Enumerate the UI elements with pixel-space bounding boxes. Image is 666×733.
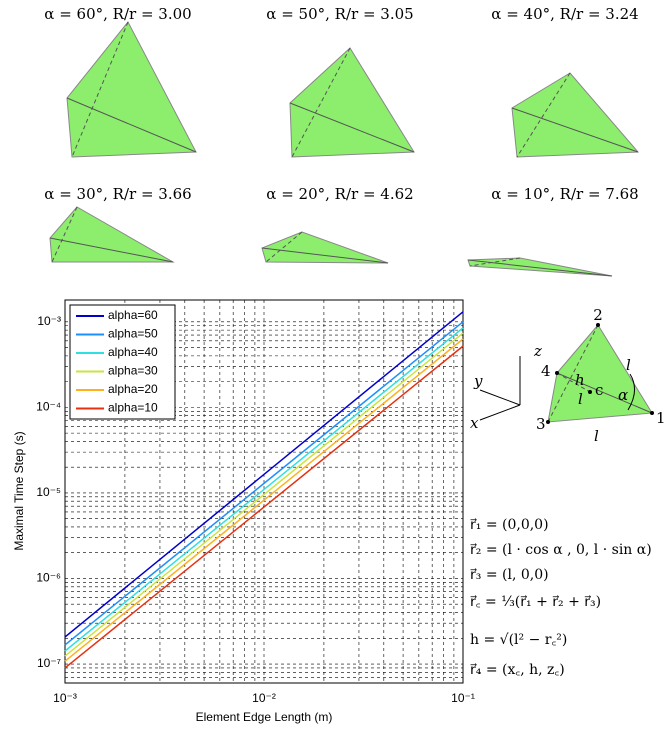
tet-caption: α = 50°, R/r = 3.05 [266,5,413,23]
equation: h = √(l² − r꜀²) [470,632,567,648]
x-tick-label: 10⁻² [252,691,276,705]
equation: r⃗₂ = (l · cos α , 0, l · sin α) [470,542,652,558]
y-tick-label: 10⁻⁵ [36,485,61,499]
y-tick-label: 10⁻⁷ [37,656,61,670]
y-axis-label: Maximal Time Step (s) [12,431,26,550]
vertex-label: 3 [536,415,546,433]
legend-label: alpha=50 [108,327,158,341]
center-label: c [595,381,603,399]
equation: r⃗꜀ = ⅓(r⃗₁ + r⃗₂ + r⃗₃) [470,594,601,610]
tet-caption: α = 40°, R/r = 3.24 [491,5,638,23]
y-tick-label: 10⁻³ [37,314,61,328]
x-tick-label: 10⁻¹ [451,691,475,705]
vertex-label: 1 [656,409,666,427]
vertex-label: 2 [593,306,603,324]
edge-label: l [626,356,631,374]
tetrahedron [67,22,196,157]
axis-name: x [470,414,479,432]
axis-name: z [533,342,542,360]
edge-label: l [578,390,583,408]
tetrahedron [50,207,173,262]
tet-caption: α = 20°, R/r = 4.62 [266,185,413,203]
vertex-label: 4 [541,362,551,380]
x-axis-label: Element Edge Length (m) [196,710,333,724]
tetrahedron [290,48,414,157]
y-tick-label: 10⁻⁴ [36,400,61,414]
equation: r⃗₃ = (l, 0,0) [470,567,549,583]
axis-name: y [473,372,483,390]
tetrahedron [262,232,388,263]
edge-label: l [594,427,599,445]
angle-label: α [618,386,628,404]
chart: 10⁻³ 10⁻² 10⁻¹ 10⁻⁷ 10⁻⁶ 10⁻⁵ 10⁻⁴ 10⁻³ alpha=60… [36,300,475,705]
figure: α = 60°, R/r = 3.00 α = 50°, R/r = 3.05 … [0,0,666,733]
y-tick-label: 10⁻⁶ [36,571,61,585]
equation: r⃗₄ = (x꜀, h, z꜀) [470,662,565,678]
tet-caption: α = 10°, R/r = 7.68 [491,185,638,203]
legend-label: alpha=60 [108,308,158,322]
legend-label: alpha=40 [108,345,158,359]
legend-label: alpha=10 [108,401,158,415]
x-tick-label: 10⁻³ [53,691,77,705]
tetrahedron [512,73,638,157]
height-label: h [575,371,585,389]
tet-caption: α = 30°, R/r = 3.66 [44,185,191,203]
tetrahedron [468,258,612,276]
legend-label: alpha=30 [108,364,158,378]
legend-label: alpha=20 [108,382,158,396]
equation: r⃗₁ = (0,0,0) [470,517,549,533]
tet-caption: α = 60°, R/r = 3.00 [44,5,191,23]
